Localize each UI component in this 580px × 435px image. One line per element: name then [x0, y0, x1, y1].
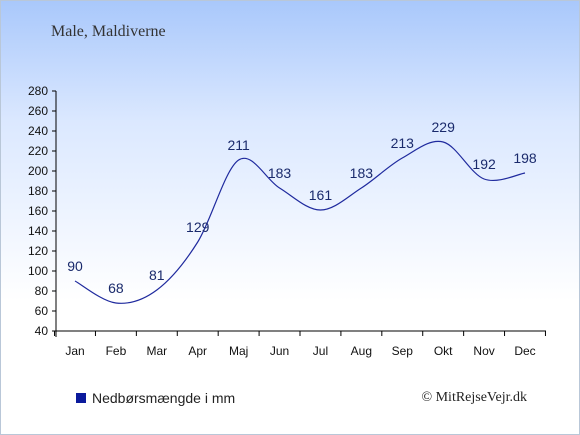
data-label: 129 — [186, 219, 210, 235]
legend: Nedbørsmængde i mm — [76, 390, 235, 406]
x-tick-label: Okt — [434, 344, 453, 358]
legend-label: Nedbørsmængde i mm — [92, 390, 236, 406]
data-point — [401, 157, 404, 160]
y-tick-label: 120 — [28, 244, 48, 258]
x-tick-label: Mar — [146, 344, 167, 358]
chart-subtitle: Male, Maldiverne — [51, 23, 166, 40]
data-label: 68 — [108, 280, 124, 296]
x-tick-label: Jul — [313, 344, 328, 358]
y-tick-label: 200 — [28, 164, 48, 178]
data-point — [278, 187, 281, 190]
data-label: 183 — [350, 165, 374, 181]
x-tick-label: Maj — [229, 344, 248, 358]
y-tick-label: 80 — [35, 284, 49, 298]
x-tick-label: Apr — [188, 344, 207, 358]
x-tick-label: Sep — [392, 344, 414, 358]
data-point — [524, 172, 527, 175]
data-point — [196, 241, 199, 244]
legend-swatch — [76, 393, 86, 403]
data-point — [360, 187, 363, 190]
data-label: 161 — [309, 187, 333, 203]
y-tick-label: 40 — [35, 324, 49, 338]
y-tick-label: 160 — [28, 204, 48, 218]
data-label: 211 — [227, 137, 250, 153]
data-point — [74, 280, 77, 283]
y-tick-label: 140 — [28, 224, 48, 238]
data-label: 192 — [472, 156, 496, 172]
y-tick-label: 60 — [35, 304, 49, 318]
data-point — [483, 178, 486, 181]
data-point — [237, 159, 240, 162]
y-tick-label: 240 — [28, 124, 48, 138]
data-point — [442, 141, 445, 144]
x-tick-label: Nov — [473, 344, 494, 358]
data-point — [319, 209, 322, 212]
series-line — [74, 140, 526, 304]
data-label: 198 — [513, 150, 537, 166]
credit-text: © MitRejseVejr.dk — [421, 390, 527, 405]
x-tick-label: Aug — [351, 344, 372, 358]
x-tick-label: Jan — [65, 344, 84, 358]
data-label: 213 — [391, 135, 415, 151]
x-tick-label: Dec — [514, 344, 535, 358]
y-tick-label: 260 — [28, 104, 48, 118]
data-label: 229 — [432, 119, 456, 135]
y-tick-label: 280 — [28, 84, 48, 98]
y-tick-label: 100 — [28, 264, 48, 278]
y-tick-label: 180 — [28, 184, 48, 198]
x-tick-label: Jun — [270, 344, 289, 358]
data-point — [114, 302, 117, 305]
data-label: 183 — [268, 165, 292, 181]
data-point — [155, 289, 158, 292]
data-label: 90 — [67, 258, 83, 274]
data-label: 81 — [149, 267, 165, 283]
x-tick-label: Feb — [106, 344, 127, 358]
y-tick-label: 220 — [28, 144, 48, 158]
